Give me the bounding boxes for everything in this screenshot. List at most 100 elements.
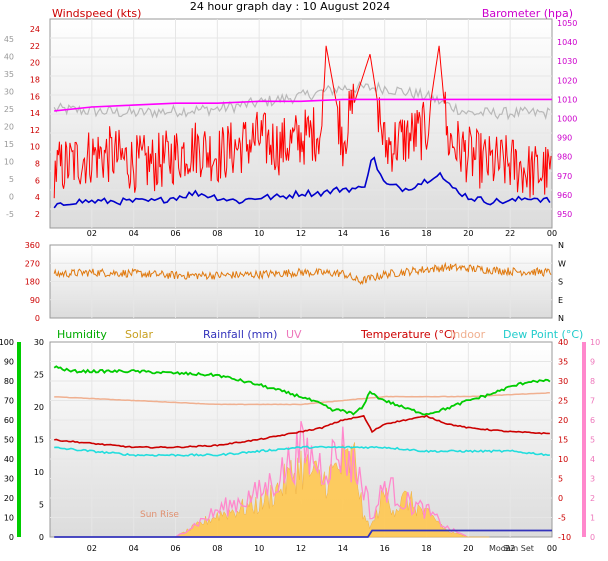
humidity-label: Humidity <box>57 328 107 341</box>
compass-tick: N <box>558 314 564 323</box>
x-tick: 02 <box>87 229 97 238</box>
wind-tick: 8 <box>35 160 40 169</box>
rain-tick: 10 <box>34 468 44 477</box>
outer-tick: 40 <box>4 53 14 62</box>
dewpoint-line <box>54 445 550 457</box>
wind-outer-ticks: 45 40 35 30 25 20 15 10 5 0 -5 <box>4 35 14 219</box>
x-tick: 04 <box>129 229 139 238</box>
x-tick: 00 <box>547 229 557 238</box>
sunset-annotation: Sun Set <box>503 544 534 553</box>
x-tick: 16 <box>380 544 390 553</box>
barometer-line <box>54 98 552 112</box>
baro-tick: 1020 <box>557 76 577 85</box>
uv-axis-bar <box>582 342 586 537</box>
rain-tick: 30 <box>34 338 44 347</box>
climate-series <box>53 365 552 538</box>
dewpoint-label: Dew Point (°C) <box>503 328 583 341</box>
outer-tick: 10 <box>4 158 14 167</box>
wind-tick: 2 <box>35 210 40 219</box>
dir-tick: 270 <box>25 259 40 268</box>
outer-tick: 30 <box>4 88 14 97</box>
grey-trace <box>53 81 551 121</box>
uv-tick: 8 <box>590 377 595 386</box>
humidity-axis-bar <box>17 342 21 537</box>
chart-title: 24 hour graph day : 10 August 2024 <box>190 0 390 13</box>
compass-tick: S <box>558 278 563 287</box>
rainfall-ticks: 30 25 20 15 10 5 0 <box>34 338 44 542</box>
dir-tick: 360 <box>25 241 40 250</box>
x-tick: 18 <box>421 229 431 238</box>
humidity-tick: 0 <box>9 533 14 542</box>
moon-annotation: Moon <box>489 544 511 553</box>
humidity-line <box>53 365 551 416</box>
wind-tick: 12 <box>30 126 40 135</box>
x-tick: 16 <box>380 229 390 238</box>
uv-tick: 9 <box>590 358 595 367</box>
baro-tick: 1010 <box>557 95 577 104</box>
compass-tick: W <box>558 259 566 268</box>
x-tick: 08 <box>212 229 222 238</box>
humidity-tick: 40 <box>4 455 14 464</box>
rain-tick: 25 <box>34 371 44 380</box>
dir-tick: 180 <box>25 278 40 287</box>
temperature-ticks: 40 35 30 25 20 15 10 5 0 -5 -10 <box>558 338 571 542</box>
rainfall-label: Rainfall (mm) <box>203 328 277 341</box>
outer-tick: 35 <box>4 70 14 79</box>
compass-tick: E <box>558 296 563 305</box>
uv-tick: 3 <box>590 475 595 484</box>
humidity-tick: 80 <box>4 377 14 386</box>
temp-tick: 5 <box>558 475 563 484</box>
outer-tick: 20 <box>4 123 14 132</box>
uv-tick: 10 <box>590 338 600 347</box>
temp-tick: -10 <box>558 533 571 542</box>
wind-left-ticks: 24 22 20 18 16 14 12 10 8 6 4 2 <box>30 25 40 219</box>
x-tick: 20 <box>463 229 473 238</box>
baro-tick: 980 <box>557 153 572 162</box>
wind-tick: 22 <box>30 42 40 51</box>
dir-tick: 90 <box>30 296 40 305</box>
baro-tick: 1030 <box>557 57 577 66</box>
x-tick: 02 <box>87 544 97 553</box>
wind-tick: 20 <box>30 59 40 68</box>
compass-tick: N <box>558 241 564 250</box>
outer-tick: 45 <box>4 35 14 44</box>
humidity-tick: 60 <box>4 416 14 425</box>
temp-tick: 35 <box>558 358 568 367</box>
x-tick: 06 <box>170 544 180 553</box>
baro-tick: 1000 <box>557 115 577 124</box>
x-tick: 22 <box>505 229 515 238</box>
winddir-line <box>53 261 552 285</box>
temp-tick: 30 <box>558 377 568 386</box>
baro-tick: 950 <box>557 210 572 219</box>
wind-tick: 14 <box>30 109 40 118</box>
uv-tick: 4 <box>590 455 595 464</box>
temp-tick: 15 <box>558 436 568 445</box>
rainfall-line <box>54 529 552 538</box>
x-tick: 14 <box>338 544 348 553</box>
wind-tick: 6 <box>35 176 40 185</box>
climate-legend: Humidity Solar Rainfall (mm) UV Temperat… <box>57 328 583 341</box>
humidity-tick: 50 <box>4 436 14 445</box>
wind-tick: 18 <box>30 75 40 84</box>
uv-tick: 0 <box>590 533 595 542</box>
windspeed-line <box>53 45 552 199</box>
rain-tick: 20 <box>34 403 44 412</box>
uv-tick: 5 <box>590 436 595 445</box>
outer-tick: 0 <box>9 193 14 202</box>
temp-tick: -5 <box>558 514 566 523</box>
indoor-line <box>54 391 550 406</box>
uv-tick: 2 <box>590 494 595 503</box>
baro-tick: 1040 <box>557 38 577 47</box>
uv-tick: 6 <box>590 416 595 425</box>
baro-tick: 970 <box>557 172 572 181</box>
x-tick: 14 <box>338 229 348 238</box>
uv-tick: 1 <box>590 514 595 523</box>
x-tick: 18 <box>421 544 431 553</box>
x-tick: 00 <box>547 544 557 553</box>
sunrise-annotation: Sun Rise <box>140 510 179 520</box>
rain-tick: 5 <box>39 501 44 510</box>
windavg-line <box>53 156 551 209</box>
